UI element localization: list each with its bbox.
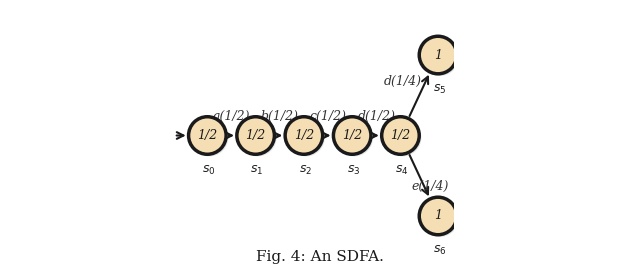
Text: 1/2: 1/2 <box>342 129 362 142</box>
Circle shape <box>189 117 226 154</box>
Text: e(1/4): e(1/4) <box>412 180 449 193</box>
Text: c(1/2): c(1/2) <box>310 110 346 123</box>
Text: a(1/2): a(1/2) <box>212 110 250 123</box>
Circle shape <box>239 119 276 156</box>
Circle shape <box>285 117 323 154</box>
Text: Fig. 4: An SDFA.: Fig. 4: An SDFA. <box>256 250 384 264</box>
Circle shape <box>191 119 228 156</box>
Text: 1/2: 1/2 <box>294 129 314 142</box>
Text: $s_{1}$: $s_{1}$ <box>250 164 264 177</box>
Circle shape <box>237 117 275 154</box>
Circle shape <box>384 119 421 156</box>
Text: $s_{4}$: $s_{4}$ <box>395 164 408 177</box>
Text: b(1/2): b(1/2) <box>260 110 299 123</box>
Text: 1/2: 1/2 <box>390 129 411 142</box>
Circle shape <box>287 119 325 156</box>
Circle shape <box>381 117 419 154</box>
Text: 1/2: 1/2 <box>197 129 218 142</box>
Circle shape <box>419 36 457 74</box>
Text: 1: 1 <box>434 49 442 62</box>
Text: 1: 1 <box>434 209 442 222</box>
Text: $s_{2}$: $s_{2}$ <box>299 164 312 177</box>
Text: $s_{5}$: $s_{5}$ <box>433 83 446 96</box>
Circle shape <box>333 117 371 154</box>
Text: 1/2: 1/2 <box>246 129 266 142</box>
Text: d(1/4): d(1/4) <box>384 75 422 88</box>
Text: $s_{0}$: $s_{0}$ <box>202 164 216 177</box>
Text: d(1/2): d(1/2) <box>357 110 396 123</box>
Text: $s_{6}$: $s_{6}$ <box>433 244 446 257</box>
Circle shape <box>421 38 459 76</box>
Circle shape <box>419 197 457 235</box>
Circle shape <box>335 119 373 156</box>
Circle shape <box>421 199 459 237</box>
Text: $s_{3}$: $s_{3}$ <box>347 164 360 177</box>
